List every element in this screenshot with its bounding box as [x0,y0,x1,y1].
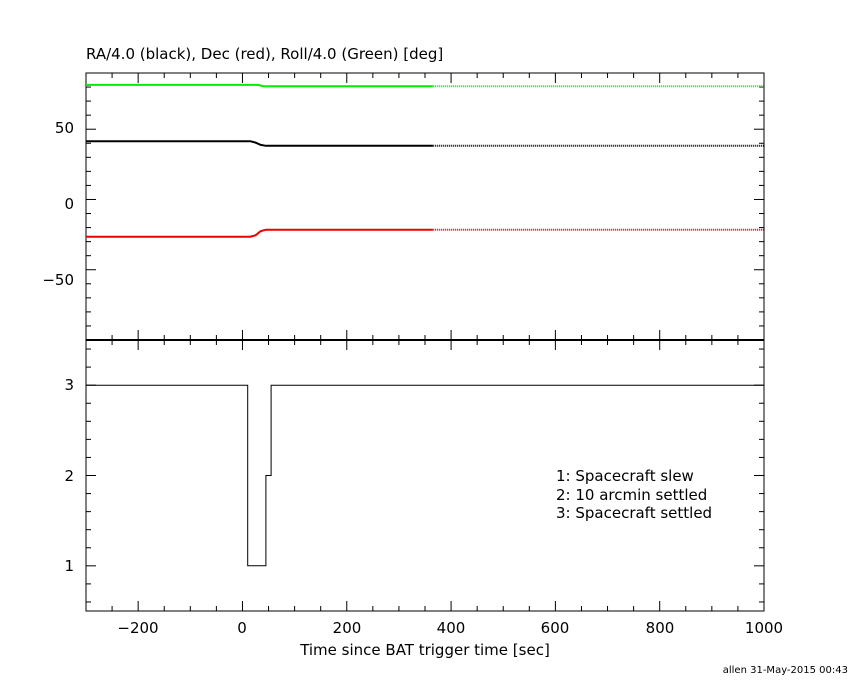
series-line-0 [86,83,433,88]
xtick-label: 0 [237,619,247,637]
top-ytick-label: 50 [55,119,74,137]
top-ytick-label: 0 [64,195,74,213]
bottom-ytick-label: 3 [64,376,74,394]
bottom-ytick-label: 2 [64,467,74,485]
legend-entry-3: 3: Spacecraft settled [556,504,712,522]
xtick-label: 400 [437,619,466,637]
xtick-label: 800 [646,619,675,637]
top-panel-series [86,83,764,238]
top-ytick-label: −50 [42,271,74,289]
xtick-label: 1000 [745,619,783,637]
top-panel: RA/4.0 (black), Dec (red), Roll/4.0 (Gre… [42,45,765,341]
x-axis-label: Time since BAT trigger time [sec] [299,641,550,659]
xtick-label: 200 [333,619,362,637]
bottom-panel-ticks [85,340,765,611]
legend-entry-2: 2: 10 arcmin settled [556,486,707,504]
top-panel-frame [85,72,765,341]
top-panel-ticks [85,73,765,340]
bottom-panel-series [86,384,764,567]
xtick-label: −200 [117,619,158,637]
bottom-ytick-label: 1 [64,557,74,575]
top-panel-title: RA/4.0 (black), Dec (red), Roll/4.0 (Gre… [86,45,443,63]
footer-credit: allen 31-May-2015 00:43 [723,665,848,676]
series-line-1 [86,140,433,147]
legend-entry-1: 1: Spacecraft slew [556,467,694,485]
series-line-2 [86,228,433,238]
xtick-label: 600 [541,619,570,637]
status-step-line [86,384,764,567]
bottom-panel: 3 2 1 −200 0 200 400 600 800 1000 Time s… [64,339,783,659]
